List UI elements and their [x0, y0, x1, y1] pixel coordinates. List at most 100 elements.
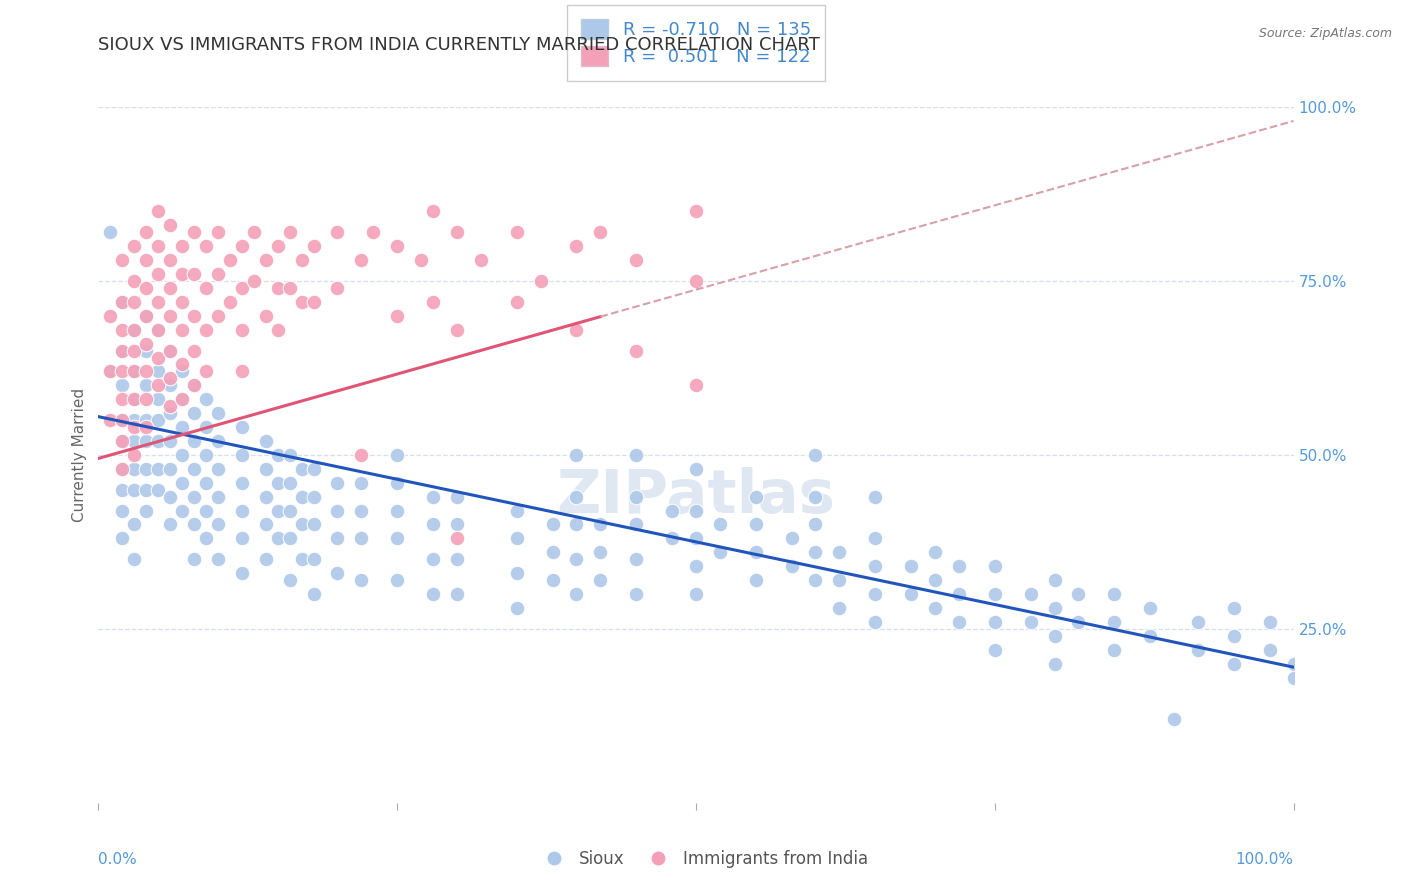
Point: [183, 434, 205, 448]
Point: [159, 253, 181, 268]
Point: [254, 552, 277, 566]
Point: [685, 532, 707, 546]
Point: [745, 573, 768, 587]
Point: [111, 323, 134, 337]
Point: [195, 364, 218, 378]
Point: [183, 406, 205, 420]
Point: [159, 343, 181, 358]
Point: [124, 323, 146, 337]
Point: [135, 462, 157, 476]
Point: [924, 545, 946, 559]
Point: [111, 253, 134, 268]
Point: [172, 267, 194, 281]
Point: [267, 503, 290, 517]
Point: [172, 475, 194, 490]
Point: [207, 490, 229, 504]
Point: [291, 490, 314, 504]
Point: [111, 483, 134, 497]
Point: [1067, 615, 1090, 629]
Point: [804, 517, 827, 532]
Point: [865, 532, 887, 546]
Point: [207, 309, 229, 323]
Text: SIOUX VS IMMIGRANTS FROM INDIA CURRENTLY MARRIED CORRELATION CHART: SIOUX VS IMMIGRANTS FROM INDIA CURRENTLY…: [98, 36, 820, 54]
Point: [865, 559, 887, 574]
Point: [135, 420, 157, 434]
Point: [111, 434, 134, 448]
Point: [148, 462, 170, 476]
Point: [291, 253, 314, 268]
Point: [385, 503, 409, 517]
Point: [422, 587, 444, 601]
Point: [363, 225, 385, 239]
Point: [231, 448, 253, 462]
Point: [326, 225, 349, 239]
Point: [124, 552, 146, 566]
Point: [565, 490, 588, 504]
Point: [172, 420, 194, 434]
Point: [135, 378, 157, 392]
Point: [98, 364, 122, 378]
Legend: R = -0.710   N = 135, R =  0.501   N = 122: R = -0.710 N = 135, R = 0.501 N = 122: [567, 4, 825, 80]
Point: [111, 294, 134, 309]
Point: [302, 587, 325, 601]
Point: [541, 517, 564, 532]
Point: [661, 532, 683, 546]
Text: ZIPatlas: ZIPatlas: [557, 467, 835, 526]
Point: [541, 573, 564, 587]
Point: [231, 532, 253, 546]
Point: [565, 323, 588, 337]
Point: [506, 532, 529, 546]
Point: [124, 392, 146, 407]
Point: [685, 204, 707, 219]
Point: [565, 587, 588, 601]
Point: [148, 323, 170, 337]
Point: [924, 573, 946, 587]
Point: [900, 587, 922, 601]
Point: [135, 281, 157, 295]
Point: [172, 448, 194, 462]
Point: [350, 503, 373, 517]
Point: [948, 559, 970, 574]
Point: [111, 294, 134, 309]
Point: [207, 225, 229, 239]
Point: [207, 406, 229, 420]
Point: [195, 448, 218, 462]
Point: [446, 225, 468, 239]
Point: [1043, 573, 1066, 587]
Point: [148, 434, 170, 448]
Point: [291, 294, 314, 309]
Point: [900, 559, 922, 574]
Point: [159, 343, 181, 358]
Point: [948, 587, 970, 601]
Point: [183, 267, 205, 281]
Point: [254, 434, 277, 448]
Point: [530, 274, 553, 288]
Point: [385, 475, 409, 490]
Point: [565, 517, 588, 532]
Point: [148, 351, 170, 365]
Point: [446, 517, 468, 532]
Point: [1043, 657, 1066, 671]
Point: [1282, 671, 1305, 685]
Point: [1282, 657, 1305, 671]
Point: [267, 448, 290, 462]
Point: [111, 413, 134, 427]
Point: [124, 448, 146, 462]
Point: [111, 413, 134, 427]
Point: [709, 517, 731, 532]
Point: [207, 552, 229, 566]
Point: [159, 219, 181, 233]
Point: [111, 532, 134, 546]
Point: [98, 413, 122, 427]
Point: [1139, 601, 1161, 615]
Point: [183, 462, 205, 476]
Point: [709, 545, 731, 559]
Point: [326, 475, 349, 490]
Point: [422, 204, 444, 219]
Point: [267, 281, 290, 295]
Point: [148, 323, 170, 337]
Text: Source: ZipAtlas.com: Source: ZipAtlas.com: [1258, 27, 1392, 40]
Point: [148, 483, 170, 497]
Point: [159, 517, 181, 532]
Point: [278, 573, 301, 587]
